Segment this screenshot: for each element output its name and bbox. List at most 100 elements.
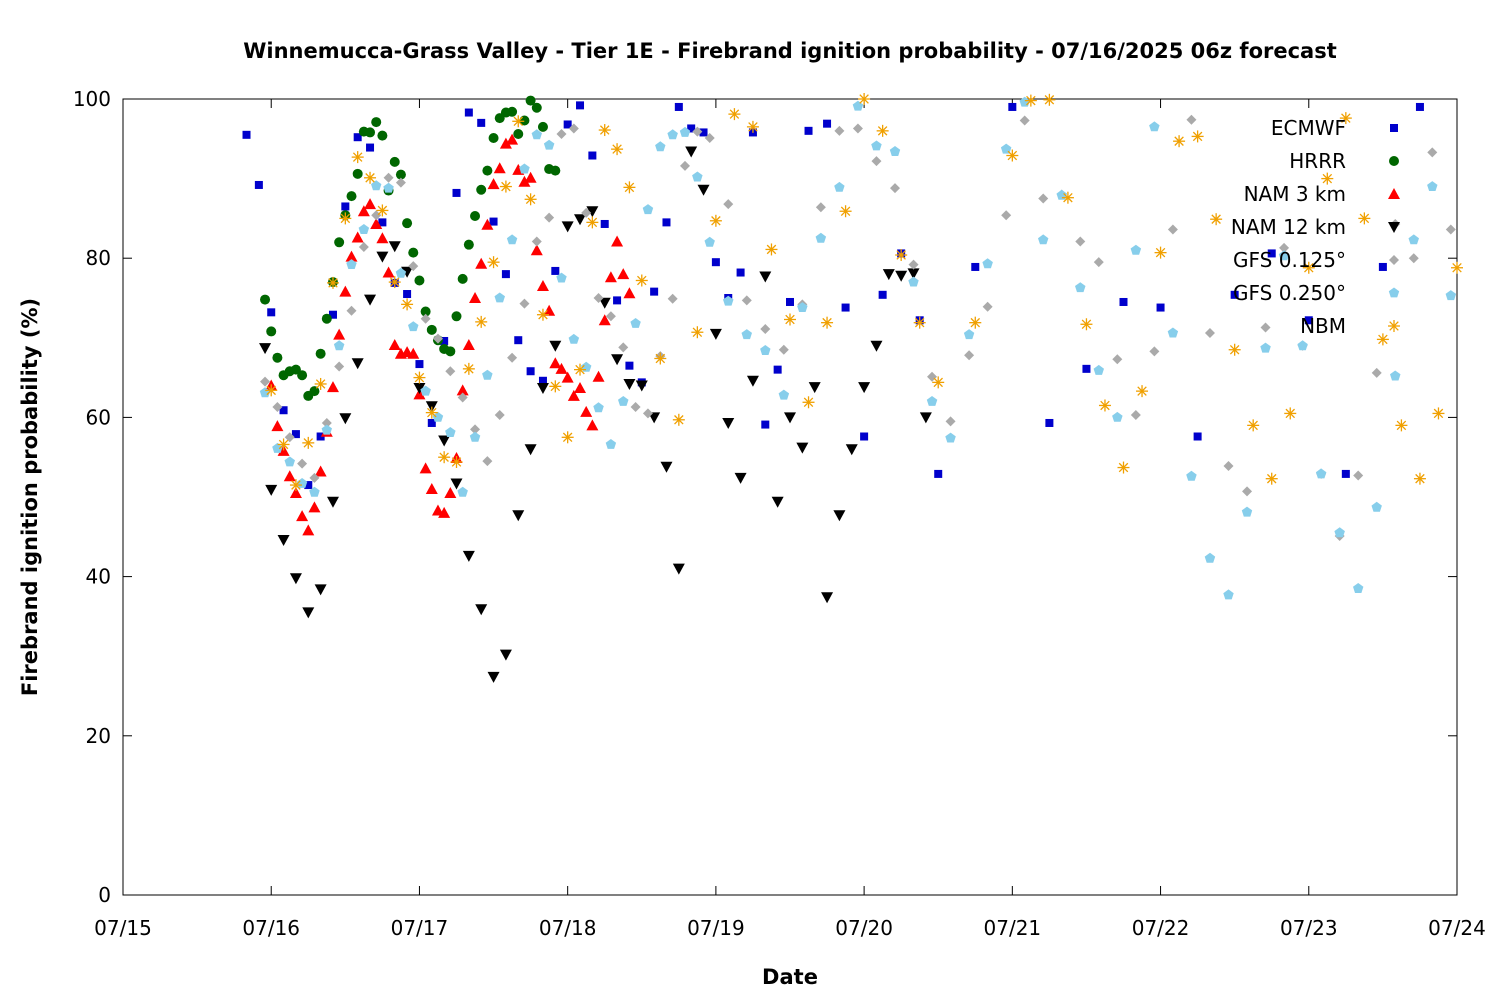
- data-point: [704, 236, 715, 247]
- data-point: [482, 165, 493, 176]
- data-point: [1061, 191, 1074, 204]
- data-point: [882, 269, 895, 281]
- data-point: [618, 342, 629, 353]
- data-point: [426, 324, 437, 335]
- data-point: [697, 184, 710, 196]
- data-point: [487, 671, 500, 683]
- data-point: [919, 412, 932, 424]
- data-point: [561, 431, 574, 444]
- data-point: [773, 365, 782, 374]
- data-point: [277, 534, 290, 546]
- data-point: [536, 308, 549, 321]
- data-point: [376, 232, 389, 244]
- data-point: [408, 261, 419, 272]
- data-point: [907, 268, 920, 280]
- data-point: [524, 193, 537, 206]
- data-point: [1408, 253, 1419, 264]
- data-point: [401, 298, 414, 311]
- data-point: [834, 125, 845, 136]
- data-point: [845, 444, 858, 456]
- data-point: [265, 384, 278, 397]
- data-point: [470, 424, 481, 435]
- data-point: [771, 496, 784, 508]
- data-point: [358, 242, 369, 253]
- data-point: [1415, 102, 1424, 111]
- data-point: [334, 361, 345, 372]
- data-point: [358, 224, 370, 234]
- data-point: [291, 430, 300, 439]
- data-point: [561, 221, 574, 233]
- data-point: [395, 267, 407, 278]
- data-point: [371, 210, 382, 221]
- data-point: [482, 456, 493, 467]
- data-point: [784, 412, 796, 424]
- data-point: [860, 432, 869, 441]
- data-point: [408, 247, 419, 258]
- data-point: [1204, 552, 1216, 563]
- data-point: [709, 214, 722, 227]
- data-point: [815, 232, 827, 243]
- data-point: [723, 199, 734, 210]
- data-point: [711, 258, 720, 267]
- data-point: [414, 275, 425, 286]
- data-point: [284, 456, 295, 467]
- data-point: [378, 218, 387, 227]
- data-point: [407, 347, 420, 359]
- data-point: [611, 235, 624, 247]
- data-point: [493, 162, 506, 174]
- data-point: [352, 168, 363, 179]
- x-tick-label: 07/23: [1280, 916, 1338, 940]
- legend-label: ECMWF: [1271, 116, 1346, 140]
- data-point: [982, 258, 993, 269]
- data-point: [630, 402, 641, 413]
- data-point: [432, 411, 444, 422]
- data-point: [1427, 181, 1438, 191]
- data-point: [746, 120, 759, 133]
- data-point: [518, 175, 531, 187]
- data-point: [650, 287, 659, 296]
- series-nbm: [265, 93, 1463, 492]
- data-point: [889, 183, 900, 194]
- series-nam-3-km: [265, 133, 636, 536]
- data-point: [568, 123, 579, 134]
- data-point: [326, 276, 339, 289]
- data-point: [512, 510, 525, 522]
- data-point: [1230, 290, 1239, 299]
- data-point: [586, 206, 599, 218]
- data-point: [513, 129, 524, 140]
- data-point: [1043, 93, 1056, 106]
- data-point: [1371, 367, 1382, 378]
- legend-label: NAM 12 km: [1231, 215, 1346, 239]
- data-point: [346, 305, 357, 316]
- data-point: [469, 292, 482, 303]
- data-point: [462, 550, 475, 562]
- data-point: [339, 285, 352, 297]
- data-point: [242, 130, 251, 139]
- data-point: [524, 171, 537, 183]
- data-point: [642, 408, 653, 419]
- data-point: [402, 218, 413, 229]
- data-point: [462, 362, 475, 375]
- legend-label: NBM: [1300, 314, 1346, 338]
- data-point: [544, 212, 555, 223]
- data-point: [1408, 234, 1419, 245]
- data-point: [623, 287, 636, 299]
- series-gfs-0-250-: [259, 96, 1457, 600]
- data-point: [876, 124, 889, 137]
- data-point: [761, 420, 770, 429]
- data-point: [895, 249, 908, 262]
- data-point: [316, 432, 325, 441]
- data-point: [364, 198, 377, 210]
- data-point: [586, 419, 599, 431]
- data-point: [1339, 112, 1352, 125]
- data-point: [271, 420, 284, 432]
- data-point: [341, 202, 350, 211]
- data-point: [445, 366, 456, 377]
- data-point: [451, 311, 462, 322]
- data-point: [1154, 246, 1167, 259]
- data-point: [741, 295, 752, 306]
- data-point: [1260, 322, 1271, 333]
- data-point: [1302, 261, 1315, 274]
- x-tick-label: 07/16: [242, 916, 300, 940]
- data-point: [660, 461, 673, 473]
